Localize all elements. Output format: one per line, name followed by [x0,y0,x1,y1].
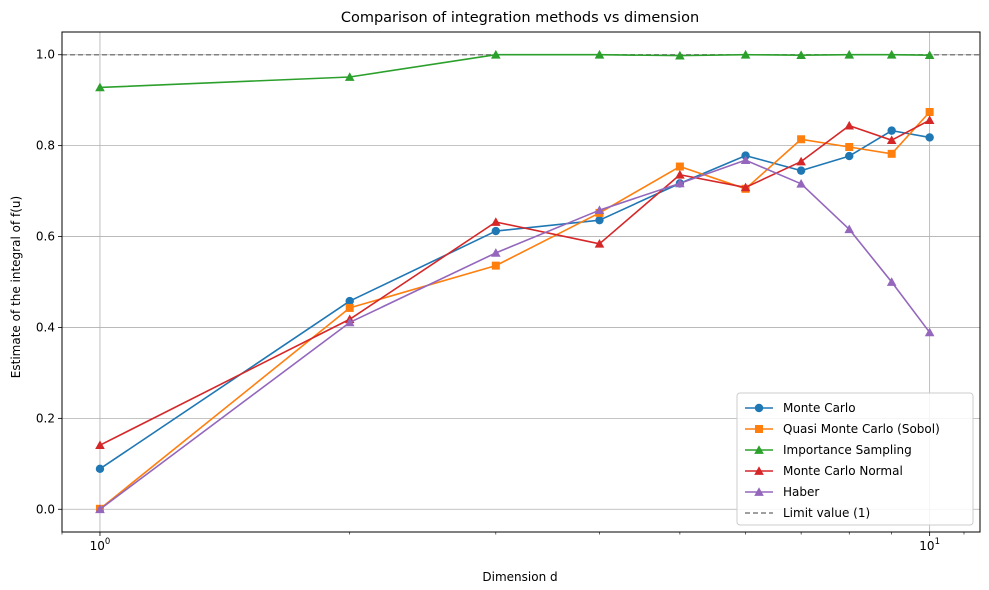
legend: Monte Carlo Quasi Monte Carlo (Sobol) Impo… [736,392,974,526]
legend-box [736,392,974,526]
x-axis-label: Dimension d [482,570,557,584]
data-point [95,504,105,514]
data-point [345,303,354,312]
data-point [796,179,806,188]
y-tick-label: 0.8 [36,139,55,153]
legend-entry: Monte Carlo [745,401,856,415]
x-tick-label: 100 [90,537,111,553]
series-line [99,129,930,470]
y-tick-label: 1.0 [36,48,55,62]
data-point [491,261,500,270]
plot-frame [61,31,981,533]
data-point [740,49,751,59]
data-point [595,215,604,225]
data-point [924,327,935,337]
data-point [95,82,105,92]
legend-entry: Importance Sampling [745,443,912,457]
data-point [845,143,854,151]
legend-label: Limit value (1) [783,506,870,520]
legend-entry: Monte Carlo Normal [745,464,903,478]
legend-label: Haber [783,485,819,499]
legend-entry: Limit value (1) [745,506,870,520]
axis-ticks: 0.0 0.2 0.4 0.6 0.8 1.0 100 101 [36,48,965,553]
legend-marker [754,466,764,475]
data-point [345,296,354,306]
data-point [594,49,605,59]
data-point [95,440,105,450]
data-point [594,239,605,248]
y-tick-label: 0.2 [36,411,55,425]
legend-marker [754,487,764,496]
legend-marker [755,425,763,433]
data-point [95,464,105,474]
data-point [675,178,685,188]
data-point [887,149,896,158]
series-line [99,111,931,510]
data-point [925,108,934,116]
series-0 [95,126,934,474]
legend-label: Importance Sampling [783,443,912,457]
data-point [844,49,855,59]
data-point [886,135,897,145]
data-point [675,162,684,171]
data-point [796,156,806,166]
data-point [675,169,685,179]
data-point [491,248,501,257]
data-point [924,115,935,125]
data-point [844,120,855,130]
data-point [796,166,806,175]
data-point [924,50,935,60]
data-point [887,126,896,135]
data-point [796,50,806,60]
legend-entry: Haber [745,485,819,499]
data-point [344,317,355,327]
data-point [491,217,501,226]
data-point [925,133,934,142]
data-point [886,49,897,59]
data-point [797,135,806,144]
series-3 [95,115,935,450]
data-point [845,151,854,161]
legend-label: Monte Carlo Normal [783,464,903,478]
series-line [99,53,930,89]
series-layer [95,49,935,514]
legend-marker [754,403,764,413]
x-tick-label: 101 [919,537,940,553]
data-point [675,50,685,60]
legend-entry: Quasi Monte Carlo (Sobol) [745,422,940,436]
chart-title: Comparison of integration methods vs dim… [341,10,699,26]
data-point [886,277,897,286]
data-point [740,155,751,165]
data-point [844,224,855,234]
y-tick-label: 0.4 [36,320,55,334]
y-tick-label: 0.6 [36,230,55,244]
series-line [99,159,931,510]
y-axis-label: Estimate of the integral of f(u) [9,196,23,378]
series-2 [95,49,935,92]
data-point [594,205,605,215]
data-point [491,226,501,236]
series-line [99,119,931,446]
legend-label: Monte Carlo [783,401,856,415]
data-point [344,72,355,81]
data-point [491,49,501,59]
series-4 [95,155,935,514]
data-point [740,182,751,192]
legend-label: Quasi Monte Carlo (Sobol) [783,422,940,436]
y-tick-label: 0.0 [36,502,55,516]
legend-marker [754,445,764,454]
